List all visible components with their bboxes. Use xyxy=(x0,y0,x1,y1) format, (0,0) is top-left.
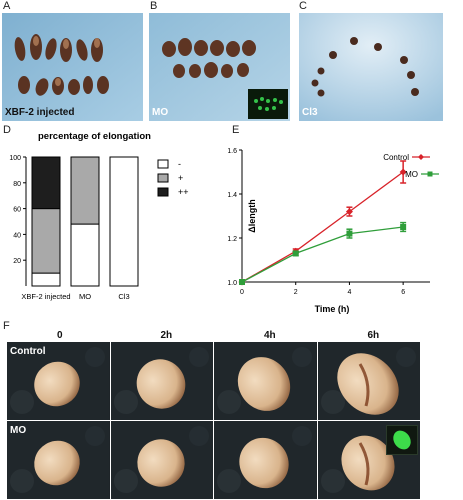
line-x-tick-label: 4 xyxy=(347,289,351,296)
bar-category-label: Cl3 xyxy=(118,292,129,301)
panel-a-photo: XBF-2 injected xyxy=(2,13,143,121)
gfp-fluorescence-image xyxy=(254,97,283,111)
time-column-label: 2h xyxy=(160,330,173,341)
panel-c-caption: Cl3 xyxy=(302,107,318,118)
embryo-tile xyxy=(110,342,213,420)
series-line xyxy=(241,171,404,283)
panel-c-embryos-image xyxy=(299,13,443,121)
panel-a-embryos-image xyxy=(2,13,143,121)
line-chart: Δlength Time (h) 1.0 1.2 1.4 1.6 0 2 4 6 Contro… xyxy=(228,148,439,314)
bar-y-tick-label: 60 xyxy=(13,207,21,214)
panel-a-caption: XBF-2 injected xyxy=(5,107,75,118)
panel-c-letter: C xyxy=(299,0,307,12)
bar-category-label: MO xyxy=(79,292,91,301)
panel-e-letter: E xyxy=(232,124,240,136)
y-axis-label: Δlength xyxy=(247,199,257,232)
legend-swatch xyxy=(157,173,169,183)
panel-a-letter: A xyxy=(3,0,11,12)
embryo-image xyxy=(110,421,213,499)
embryo-tile xyxy=(7,342,110,420)
panel-c-photo: Cl3 xyxy=(299,13,443,121)
embryo-tile xyxy=(214,342,317,420)
embryo-image xyxy=(317,342,420,420)
bar-y-tick-label: 80 xyxy=(13,181,21,188)
legend-label: - xyxy=(178,159,181,169)
legend-swatch xyxy=(157,159,169,169)
bar-chart-title: percentage of elongation xyxy=(38,131,151,142)
data-point xyxy=(345,208,353,216)
bar-segment xyxy=(31,156,61,210)
embryo-image xyxy=(214,421,317,499)
legend-marker xyxy=(427,171,433,177)
embryo-image xyxy=(214,342,317,420)
embryo-image xyxy=(7,342,110,420)
bar-segment xyxy=(109,156,139,287)
panel-d-letter: D xyxy=(3,124,11,136)
bar-segment xyxy=(70,223,100,287)
data-point xyxy=(292,250,299,257)
panel-b-letter: B xyxy=(150,0,158,12)
line-y-tick-label: 1.6 xyxy=(228,148,237,155)
line-x-tick-label: 6 xyxy=(401,289,405,296)
embryo-image xyxy=(7,421,110,499)
legend-label: Control xyxy=(383,153,409,162)
row-label: MO xyxy=(10,425,27,436)
time-lapse-grid: Control xyxy=(7,342,421,500)
embryo-tile xyxy=(214,421,317,499)
embryo-image xyxy=(317,421,420,499)
line-y-tick-label: 1.4 xyxy=(228,192,237,199)
line-y-tick-label: 1.0 xyxy=(228,280,237,287)
bar-segment xyxy=(70,156,100,225)
line-y-tick-label: 1.2 xyxy=(228,236,237,243)
data-point xyxy=(239,279,245,285)
data-point xyxy=(399,168,407,176)
panel-b-caption: MO xyxy=(152,107,169,118)
embryo-tile xyxy=(110,421,213,499)
bar-category-label: XBF-2 injected xyxy=(21,292,70,301)
line-x-tick-label: 0 xyxy=(240,289,244,296)
data-point xyxy=(346,230,353,237)
time-column-label: 4h xyxy=(264,330,276,341)
line-x-tick-label: 2 xyxy=(294,289,298,296)
gfp-embryo-icon xyxy=(392,430,411,450)
bar-y-tick-label: 20 xyxy=(13,258,21,265)
bar-segment xyxy=(31,208,61,274)
x-axis-label: Time (h) xyxy=(315,304,350,314)
embryo-image xyxy=(110,342,213,420)
series-line xyxy=(241,226,404,283)
bar-y-tick-label: 40 xyxy=(13,232,21,239)
legend-label: MO xyxy=(405,170,418,179)
gfp-inset-f xyxy=(385,425,418,455)
panel-f-letter: F xyxy=(3,320,10,332)
legend-label: ++ xyxy=(178,187,189,197)
legend-marker xyxy=(418,154,424,160)
gfp-inset xyxy=(248,89,288,119)
embryo-tile xyxy=(317,421,420,499)
embryo-tile xyxy=(7,421,110,499)
bar-segment xyxy=(31,272,61,287)
row-label: Control xyxy=(10,346,46,357)
data-point xyxy=(400,224,407,230)
bar-y-tick-label: 100 xyxy=(9,155,21,162)
legend-swatch xyxy=(157,187,169,197)
embryo-tile xyxy=(317,342,420,420)
panel-b-photo: MO xyxy=(149,13,290,121)
legend-label: + xyxy=(178,173,183,183)
time-column-label: 6h xyxy=(367,330,380,341)
time-column-label: 0 xyxy=(57,330,63,341)
stacked-bar-chart: percentage of elongation 20 40 60 80 100 XBF… xyxy=(9,131,189,301)
